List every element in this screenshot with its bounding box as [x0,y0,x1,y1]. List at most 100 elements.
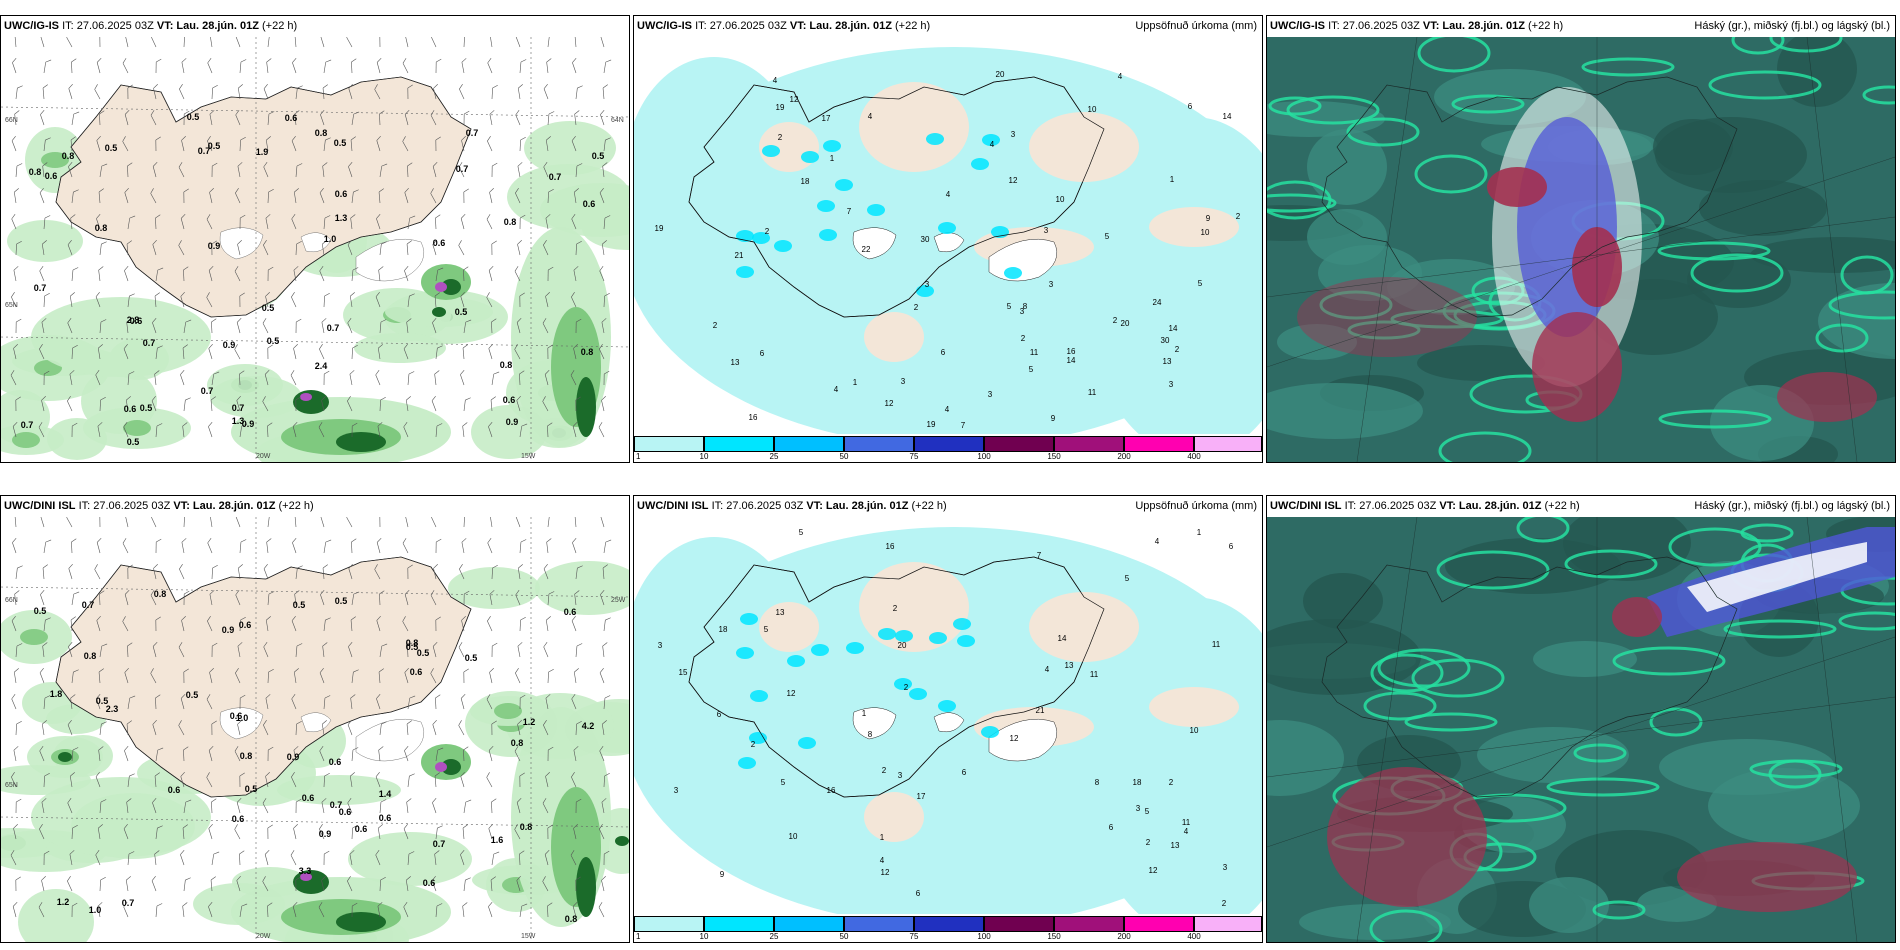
wind-barb [294,37,297,48]
wind-barb [127,564,133,580]
wind-barb [292,57,297,74]
wind-barb [295,241,302,256]
value-label: 0.5 [207,141,221,151]
wind-barb [153,84,158,100]
cloud-contour [1668,527,1762,567]
wind-barb [572,421,578,438]
wind-barb [544,849,550,866]
field-blob [823,140,841,152]
value-label: 3 [897,771,903,780]
wind-barb [70,136,76,152]
wind-barb [347,317,353,334]
wind-barb [124,265,129,282]
wind-barb [516,797,522,814]
wind-barb [603,370,610,386]
wind-barb [461,136,466,152]
wind-barb [267,902,273,918]
value-label: 2 [903,683,909,692]
wind-barb [43,617,51,632]
wind-barb [39,344,45,360]
panel-precip-igis: UWC/IG-IS IT: 27.06.2025 03Z VT: Lau. 28… [0,15,630,463]
wind-barb [208,265,214,282]
value-label: 6 [915,889,921,898]
value-label: 0.6 [231,814,245,824]
wind-barb [323,850,330,866]
colorbar-tick-label: 50 [839,452,849,461]
wind-barb [603,59,612,74]
wind-barb [598,422,605,438]
wind-barb [379,397,386,412]
wind-barb [43,59,52,74]
wind-barb [239,214,246,230]
wind-barb [547,902,553,918]
wind-barb [603,293,610,308]
value-label: 0.7 [197,146,211,156]
wind-barb [323,293,330,308]
wind-barb [239,850,245,866]
wind-barb [239,903,248,918]
cloud-contour [1546,777,1660,797]
wind-barb [435,58,442,74]
wind-barb [377,344,383,360]
init-time: IT: 27.06.2025 03Z [1328,20,1420,32]
value-label: 2 [750,740,756,749]
value-label: 0.6 [432,238,446,248]
wind-barb [183,110,190,126]
wind-barb [293,188,299,204]
field-blob [576,377,596,437]
wind-barb [430,188,437,204]
model-name: UWC/DINI ISL [1270,500,1342,512]
value-label: 3 [1048,280,1054,289]
wind-barb [517,162,523,178]
field-blob [1533,641,1637,677]
value-label: 7 [846,207,852,216]
coordinate-label: 25W [611,597,626,604]
wind-barb [211,720,217,736]
colorbar-swatch [704,436,774,452]
wind-barb [462,344,468,360]
wind-barb [545,772,550,788]
cloud-contour [1346,117,1420,147]
wind-barb [235,37,241,48]
map-svg [1,37,629,462]
wind-barb [95,849,101,866]
wind-barb [486,772,493,788]
field-blob [929,632,947,644]
colorbar-swatch [984,436,1054,452]
field-blob [540,183,629,237]
wind-barb [183,37,185,48]
cloud-contour [1769,37,1843,53]
field-title: Uppsöfnuð úrkoma (mm) [1135,500,1257,512]
model-name: UWC/DINI ISL [4,500,76,512]
coordinate-label: 65N [5,782,18,789]
wind-barb [11,615,17,632]
wind-barb [234,266,241,282]
wind-barb [547,517,550,528]
value-label: 1.6 [490,835,504,845]
field-blob [787,655,805,667]
wind-barb [571,693,577,710]
wind-barb [11,213,17,230]
field-blob [41,152,69,168]
wind-barb [211,798,217,814]
wind-barb [211,85,218,100]
wind-barb [41,720,47,736]
wind-barb [209,110,215,126]
wind-barb [99,397,106,412]
wind-barb [13,746,19,762]
wind-barb [127,215,136,230]
wind-barb [322,84,328,100]
wind-barb [461,538,467,554]
wind-barb [291,135,297,152]
wind-barb [575,643,583,658]
wind-barb [267,517,270,528]
valid-time: VT: Lau. 28.jún. 01Z [173,500,276,512]
wind-barb [402,538,409,554]
panel-accum-dini: UWC/DINI ISL IT: 27.06.2025 03Z VT: Lau.… [633,495,1263,943]
colorbar-tick-label: 200 [1117,932,1131,941]
field-blob [759,602,819,652]
wind-barb [183,266,189,282]
wind-barb [519,370,525,386]
wind-barb [71,422,78,438]
wind-barb [323,370,330,386]
